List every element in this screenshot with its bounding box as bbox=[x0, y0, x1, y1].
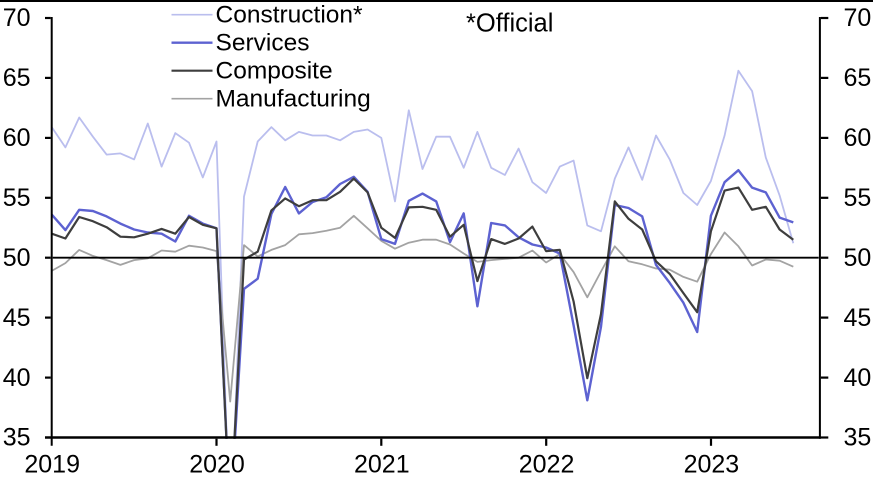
svg-text:55: 55 bbox=[844, 184, 872, 212]
svg-text:*Official: *Official bbox=[466, 9, 553, 37]
svg-text:2023: 2023 bbox=[684, 450, 740, 478]
svg-text:2022: 2022 bbox=[519, 450, 575, 478]
svg-text:60: 60 bbox=[844, 124, 872, 152]
svg-text:65: 65 bbox=[844, 64, 872, 92]
svg-text:Construction*: Construction* bbox=[216, 2, 364, 29]
svg-text:40: 40 bbox=[844, 364, 872, 392]
svg-text:35: 35 bbox=[844, 424, 872, 452]
svg-text:Services: Services bbox=[216, 30, 310, 57]
svg-text:55: 55 bbox=[3, 184, 31, 212]
svg-text:50: 50 bbox=[844, 244, 872, 272]
svg-text:45: 45 bbox=[3, 304, 31, 332]
svg-text:35: 35 bbox=[3, 424, 31, 452]
svg-text:2019: 2019 bbox=[24, 450, 80, 478]
svg-text:45: 45 bbox=[844, 304, 872, 332]
svg-text:70: 70 bbox=[844, 4, 872, 32]
svg-text:Composite: Composite bbox=[216, 58, 333, 85]
svg-text:2020: 2020 bbox=[189, 450, 245, 478]
svg-text:Manufacturing: Manufacturing bbox=[216, 86, 371, 113]
svg-text:50: 50 bbox=[3, 244, 31, 272]
svg-text:70: 70 bbox=[3, 4, 31, 32]
svg-text:60: 60 bbox=[3, 124, 31, 152]
svg-text:2021: 2021 bbox=[354, 450, 410, 478]
svg-text:65: 65 bbox=[3, 64, 31, 92]
svg-text:40: 40 bbox=[3, 364, 31, 392]
